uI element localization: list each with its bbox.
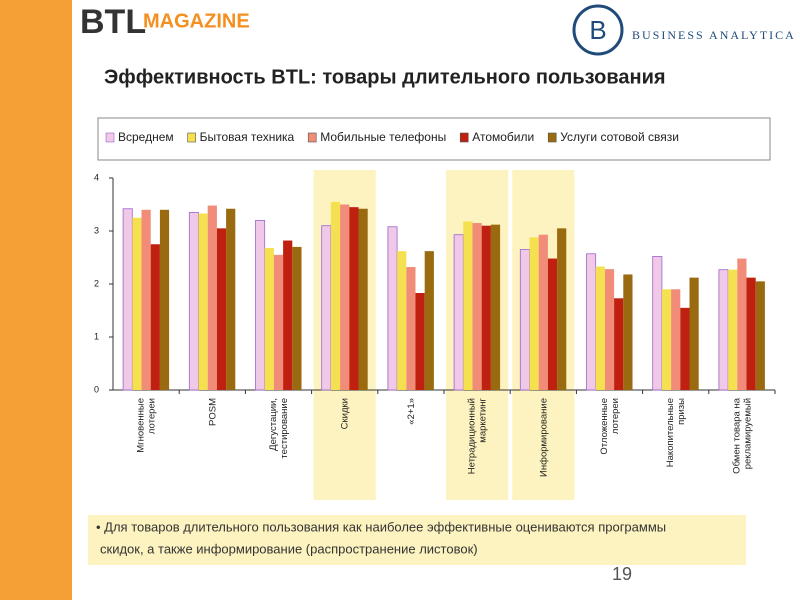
bar xyxy=(737,258,747,390)
bar xyxy=(586,253,597,391)
legend-swatch xyxy=(547,132,557,143)
bar xyxy=(490,224,501,390)
bar xyxy=(406,267,416,390)
bar xyxy=(718,269,729,391)
bar xyxy=(415,293,425,390)
bar xyxy=(207,205,217,390)
bar xyxy=(226,208,236,390)
bar xyxy=(273,254,284,390)
bar xyxy=(122,208,133,391)
bar xyxy=(264,247,274,390)
legend-swatch xyxy=(187,132,196,143)
bar xyxy=(397,251,407,390)
bar xyxy=(283,240,293,390)
note-box xyxy=(88,515,746,565)
bar xyxy=(755,281,765,390)
y-tick-label: 2 xyxy=(94,278,99,288)
bar xyxy=(661,289,672,390)
bar xyxy=(321,225,332,391)
y-tick-label: 1 xyxy=(94,331,99,341)
bar xyxy=(614,298,624,390)
bar xyxy=(188,212,199,391)
y-tick-label: 0 xyxy=(94,384,99,394)
legend-box xyxy=(97,117,771,161)
y-tick-label: 3 xyxy=(94,225,99,235)
legend-label: Атомобили xyxy=(472,130,534,144)
x-tick-label: Мгновенныелотереи xyxy=(135,398,157,453)
bar xyxy=(557,228,567,390)
x-tick-label: Скидки xyxy=(339,398,350,429)
legend-swatch xyxy=(459,132,469,143)
legend-label: Мобильные телефоны xyxy=(320,130,446,144)
logo-mark: B xyxy=(589,15,606,45)
x-tick-label: Обмен товара нарекламируемый xyxy=(731,397,753,474)
bar xyxy=(623,274,633,390)
bar xyxy=(652,256,663,391)
page-number: 19 xyxy=(612,564,632,584)
bar xyxy=(453,234,464,391)
logo-circle xyxy=(572,4,624,56)
y-tick-label: 4 xyxy=(94,172,99,182)
note-line: • Для товаров длительного пользования ка… xyxy=(96,519,666,534)
bar xyxy=(198,213,208,390)
bar xyxy=(132,217,142,390)
logo-magazine: MAGAZINE xyxy=(143,10,250,32)
bar xyxy=(141,209,151,390)
x-tick-label: Отложенныелотереи xyxy=(599,398,621,455)
bar xyxy=(689,277,699,390)
logo-btl: BTL xyxy=(80,3,146,41)
bar xyxy=(387,226,398,391)
legend-swatch xyxy=(307,132,317,143)
x-tick-label: Информирование xyxy=(538,398,549,477)
note-line: скидок, а также информирование (распрост… xyxy=(100,541,478,556)
bar xyxy=(349,207,359,390)
x-tick-label: Накопительныепризы xyxy=(665,398,687,467)
x-tick-label: Нетрадиционныймаркетинг xyxy=(466,397,488,474)
bar xyxy=(671,289,681,390)
bar xyxy=(424,251,434,390)
bar xyxy=(547,258,558,390)
bar xyxy=(330,201,341,390)
bar xyxy=(358,208,368,390)
legend-swatch xyxy=(105,132,115,143)
x-tick-label: «2+1» xyxy=(405,398,416,425)
bar xyxy=(746,277,756,390)
side-bar xyxy=(0,0,72,600)
legend-label: Бытовая техника xyxy=(200,130,295,144)
legend-label: Услуги сотовой связи xyxy=(560,130,679,144)
bar xyxy=(150,244,160,390)
slide-title: Эффективность BTL: товары длительного по… xyxy=(104,66,666,88)
bar xyxy=(463,221,473,390)
bar xyxy=(255,219,266,391)
bar xyxy=(159,209,170,390)
bar xyxy=(216,228,227,390)
bar xyxy=(472,223,482,390)
x-tick-label: Дегустации,тестирование xyxy=(268,398,290,459)
bar xyxy=(340,204,350,390)
bar xyxy=(728,269,738,390)
logo-text: BUSINESS ANALYTICA xyxy=(632,28,796,42)
bar xyxy=(292,246,302,390)
bar xyxy=(595,266,605,390)
x-tick-label: POSM xyxy=(207,398,218,426)
legend-label: Всреднем xyxy=(118,130,174,144)
bar xyxy=(529,237,539,390)
bar xyxy=(481,225,491,390)
bar xyxy=(538,234,548,390)
bar xyxy=(680,307,690,390)
bar xyxy=(604,269,615,390)
bar xyxy=(519,249,530,391)
